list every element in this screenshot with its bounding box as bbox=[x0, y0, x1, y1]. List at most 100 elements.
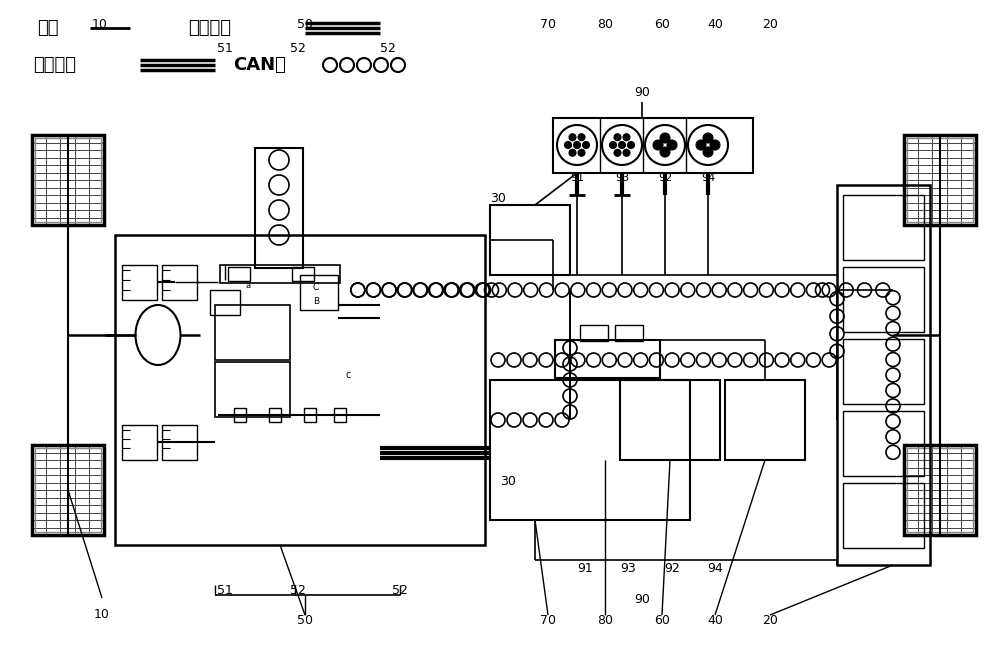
Text: B: B bbox=[313, 298, 319, 306]
Text: a: a bbox=[245, 281, 251, 289]
Text: 20: 20 bbox=[762, 614, 778, 626]
Bar bbox=[215, 305, 290, 360]
Bar bbox=[843, 339, 924, 404]
Circle shape bbox=[564, 142, 572, 148]
Text: 70: 70 bbox=[540, 614, 556, 626]
Bar bbox=[115, 235, 485, 545]
Text: 直流: 直流 bbox=[37, 19, 59, 37]
Bar bbox=[580, 325, 608, 341]
Text: 91: 91 bbox=[570, 173, 584, 183]
Text: 60: 60 bbox=[654, 614, 670, 626]
Circle shape bbox=[653, 140, 663, 150]
Bar bbox=[269, 408, 281, 422]
Bar bbox=[725, 380, 805, 460]
Text: 93: 93 bbox=[615, 173, 629, 183]
Bar bbox=[904, 445, 976, 535]
Bar bbox=[553, 118, 753, 173]
Text: 91: 91 bbox=[577, 562, 593, 575]
Bar bbox=[215, 362, 290, 417]
Text: 94: 94 bbox=[707, 562, 723, 575]
Bar bbox=[228, 267, 250, 281]
Circle shape bbox=[623, 150, 630, 156]
Text: 20: 20 bbox=[762, 18, 778, 31]
Circle shape bbox=[614, 134, 621, 140]
Bar bbox=[122, 425, 157, 460]
Text: 10: 10 bbox=[92, 18, 108, 31]
Circle shape bbox=[578, 150, 585, 156]
Bar bbox=[304, 408, 316, 422]
Bar bbox=[620, 380, 720, 460]
Text: 30: 30 bbox=[500, 475, 516, 488]
Bar bbox=[904, 135, 976, 225]
Bar bbox=[255, 148, 303, 268]
Circle shape bbox=[628, 142, 635, 148]
Bar bbox=[843, 483, 924, 548]
Bar bbox=[843, 411, 924, 476]
Circle shape bbox=[582, 142, 590, 148]
Circle shape bbox=[703, 147, 713, 157]
Text: 90: 90 bbox=[634, 593, 650, 606]
Bar bbox=[907, 138, 973, 222]
Text: 70: 70 bbox=[540, 18, 556, 31]
Text: 40: 40 bbox=[707, 614, 723, 626]
Bar bbox=[904, 135, 976, 225]
Text: 40: 40 bbox=[707, 18, 723, 31]
Circle shape bbox=[578, 134, 585, 140]
Circle shape bbox=[703, 133, 713, 143]
Text: 80: 80 bbox=[597, 18, 613, 31]
Bar bbox=[234, 408, 246, 422]
Bar bbox=[334, 408, 346, 422]
Bar bbox=[162, 265, 197, 300]
Bar bbox=[122, 265, 157, 300]
Circle shape bbox=[574, 142, 580, 148]
Circle shape bbox=[623, 134, 630, 140]
Bar bbox=[837, 185, 930, 565]
Bar bbox=[210, 290, 240, 315]
Bar bbox=[490, 380, 690, 520]
Text: 93: 93 bbox=[620, 562, 636, 575]
Text: 52: 52 bbox=[392, 584, 408, 596]
Bar bbox=[292, 267, 314, 281]
Text: 94: 94 bbox=[701, 173, 715, 183]
Text: 80: 80 bbox=[597, 614, 613, 626]
Bar bbox=[32, 445, 104, 535]
Bar bbox=[904, 445, 976, 535]
Bar bbox=[35, 448, 101, 532]
Bar bbox=[615, 325, 643, 341]
Bar bbox=[490, 205, 570, 275]
Bar bbox=[300, 275, 338, 310]
Text: 52: 52 bbox=[380, 42, 396, 56]
Text: 92: 92 bbox=[658, 173, 672, 183]
Circle shape bbox=[696, 140, 706, 150]
Bar bbox=[555, 340, 660, 378]
Text: C: C bbox=[313, 283, 319, 291]
Bar bbox=[35, 138, 101, 222]
Bar bbox=[32, 135, 104, 225]
Circle shape bbox=[618, 142, 626, 148]
Text: 10: 10 bbox=[94, 609, 110, 622]
Bar bbox=[32, 135, 104, 225]
Circle shape bbox=[660, 147, 670, 157]
Circle shape bbox=[569, 134, 576, 140]
Bar bbox=[162, 425, 197, 460]
Text: 92: 92 bbox=[664, 562, 680, 575]
Bar bbox=[843, 267, 924, 332]
Bar bbox=[843, 195, 924, 260]
Text: 30: 30 bbox=[490, 191, 506, 204]
Text: 50: 50 bbox=[297, 614, 313, 626]
Bar bbox=[907, 448, 973, 532]
Text: 52: 52 bbox=[290, 42, 306, 56]
Text: 50: 50 bbox=[297, 18, 313, 31]
Text: CAN线: CAN线 bbox=[234, 56, 286, 74]
Text: 三相交流: 三相交流 bbox=[188, 19, 232, 37]
Circle shape bbox=[710, 140, 720, 150]
Text: 51: 51 bbox=[217, 584, 233, 596]
Text: c: c bbox=[345, 370, 351, 380]
Bar bbox=[220, 265, 340, 283]
Circle shape bbox=[610, 142, 616, 148]
Text: 51: 51 bbox=[217, 42, 233, 56]
Circle shape bbox=[614, 150, 621, 156]
Bar bbox=[32, 445, 104, 535]
Text: 90: 90 bbox=[634, 86, 650, 99]
Circle shape bbox=[660, 133, 670, 143]
